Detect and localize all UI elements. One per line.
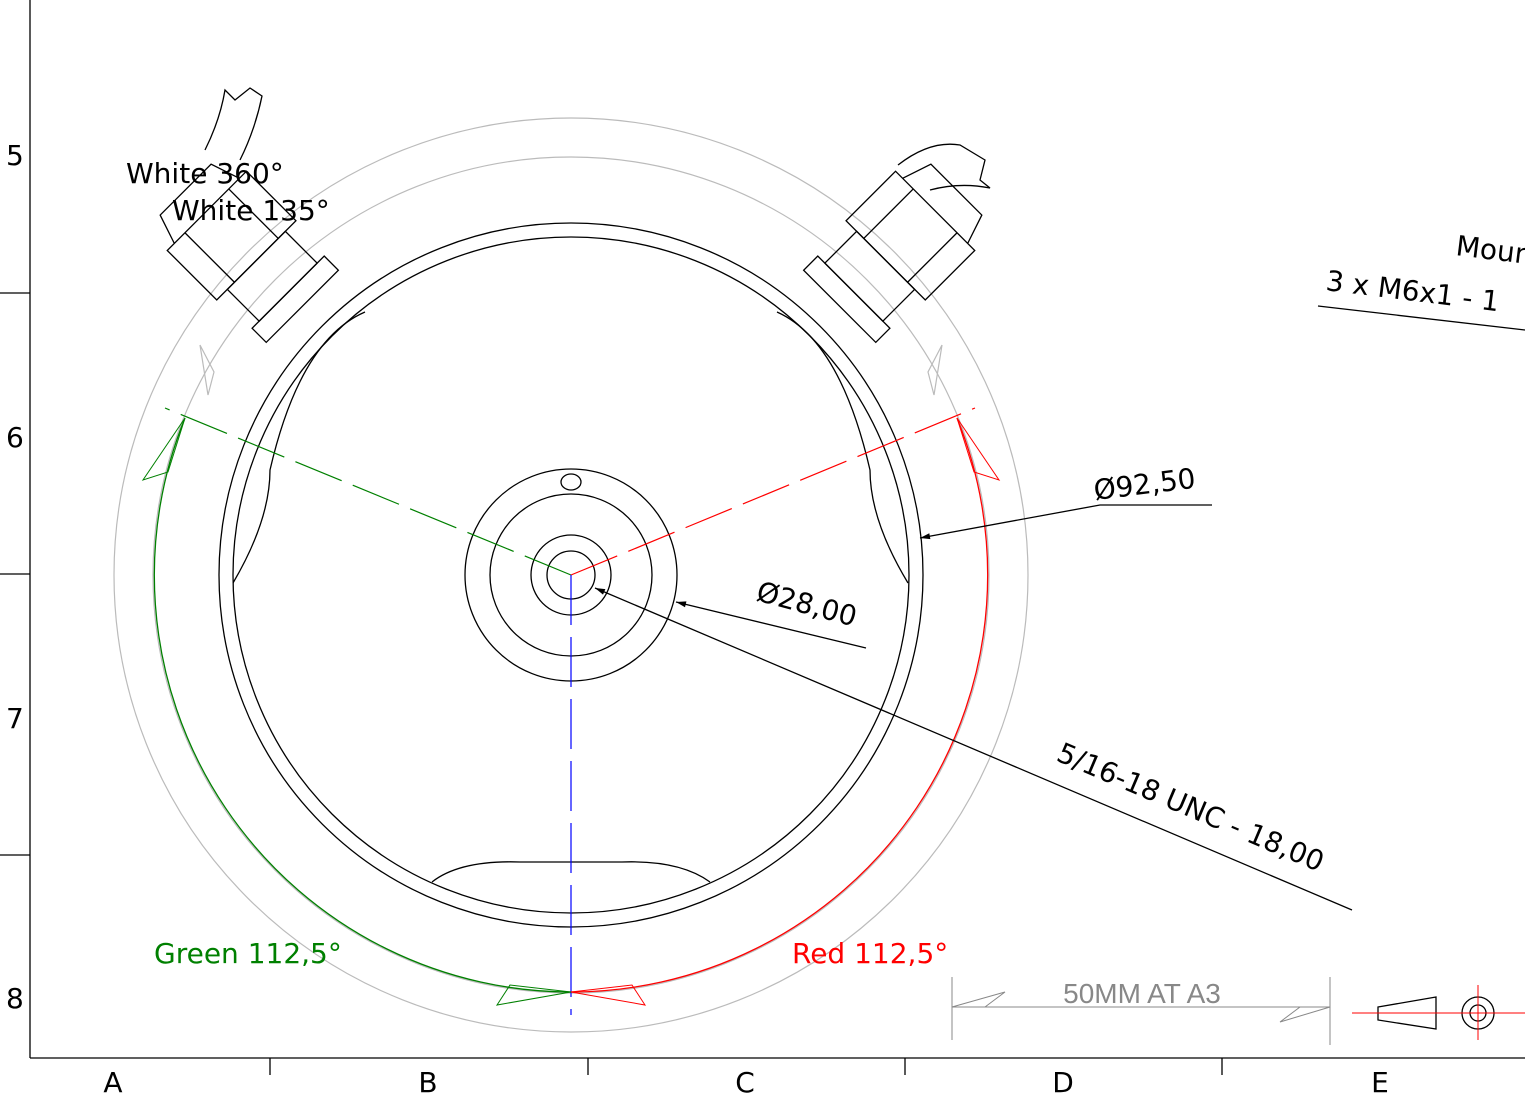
projection-symbol (1352, 985, 1525, 1040)
row-labels: 5 6 7 8 (6, 139, 24, 1015)
column-label: C (735, 1066, 755, 1099)
column-label: B (418, 1066, 437, 1099)
column-label: A (103, 1066, 122, 1099)
label-dia-outer: Ø92,50 (1092, 462, 1197, 507)
label-white-135: White 135° (172, 194, 330, 227)
frame (0, 0, 1525, 1075)
part (113, 87, 1029, 1033)
label-red: Red 112,5° (792, 937, 948, 970)
scale-label: 50MM AT A3 (1063, 978, 1221, 1009)
dimensions (594, 305, 1525, 911)
row-label: 8 (6, 982, 24, 1015)
column-label: D (1052, 1066, 1074, 1099)
label-white-360: White 360° (126, 157, 284, 190)
label-mount: Moun (1454, 229, 1525, 271)
column-labels: A B C D E (103, 1066, 1388, 1099)
row-label: 7 (6, 702, 24, 735)
scale-bar (951, 977, 1331, 1045)
label-green: Green 112,5° (154, 937, 342, 970)
label-thread: 5/16-18 UNC - 18,00 (1052, 736, 1329, 878)
row-label: 5 (6, 139, 24, 172)
column-label: E (1371, 1066, 1389, 1099)
row-label: 6 (6, 421, 24, 454)
